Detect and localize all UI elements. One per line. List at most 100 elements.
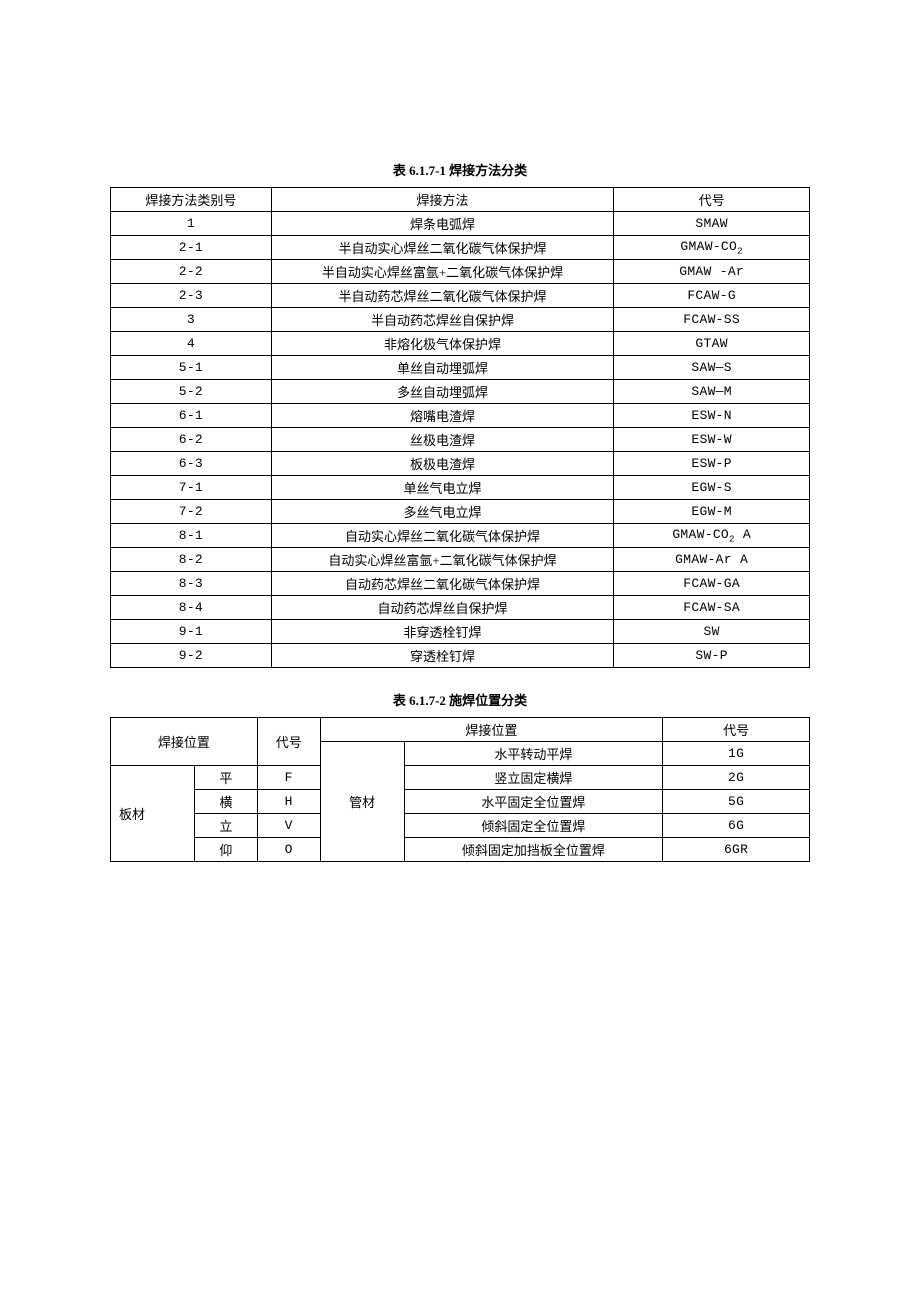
t1-method: 穿透栓钉焊	[271, 644, 614, 668]
table-row: 8-1自动实心焊丝二氧化碳气体保护焊GMAW-CO2 A	[111, 524, 810, 548]
t1-method: 非熔化极气体保护焊	[271, 332, 614, 356]
table2-title: 表 6.1.7-2 施焊位置分类	[110, 690, 810, 709]
table-welding-positions: 焊接位置 代号 焊接位置 代号 管材 水平转动平焊 1G 板材 平 F 竖立固定…	[110, 717, 810, 862]
table1-title: 表 6.1.7-1 焊接方法分类	[110, 160, 810, 179]
t2-l-pos: 仰	[194, 838, 257, 862]
t1-method: 多丝气电立焊	[271, 500, 614, 524]
t2-l-pos: 横	[194, 790, 257, 814]
table-row: 3半自动药芯焊丝自保护焊FCAW-SS	[111, 308, 810, 332]
t2-r-desc: 水平转动平焊	[404, 742, 663, 766]
t2-r-code: 1G	[663, 742, 810, 766]
t1-method: 自动药芯焊丝二氧化碳气体保护焊	[271, 572, 614, 596]
table-row: 6-1熔嘴电渣焊ESW-N	[111, 404, 810, 428]
table-row: 2-2半自动实心焊丝富氩+二氧化碳气体保护焊GMAW -Ar	[111, 260, 810, 284]
t2-h-leftpos: 焊接位置	[111, 718, 258, 766]
t2-l-pos: 立	[194, 814, 257, 838]
t1-code: GMAW-Ar A	[614, 548, 810, 572]
t1-code: SAW—M	[614, 380, 810, 404]
t2-r-desc: 倾斜固定全位置焊	[404, 814, 663, 838]
t1-code: GMAW-CO2 A	[614, 524, 810, 548]
t1-id: 7-2	[111, 500, 272, 524]
t1-method: 单丝气电立焊	[271, 476, 614, 500]
t1-id: 6-1	[111, 404, 272, 428]
table-row: 6-2丝极电渣焊ESW-W	[111, 428, 810, 452]
table-row: 1焊条电弧焊SMAW	[111, 212, 810, 236]
table-row: 板材 平 F 竖立固定横焊 2G	[111, 766, 810, 790]
t2-h-rightpos: 焊接位置	[320, 718, 663, 742]
table-row: 5-2多丝自动埋弧焊SAW—M	[111, 380, 810, 404]
table1-h3: 代号	[614, 188, 810, 212]
t1-method: 半自动药芯焊丝二氧化碳气体保护焊	[271, 284, 614, 308]
t1-code: SW	[614, 620, 810, 644]
t1-id: 2-3	[111, 284, 272, 308]
t1-method: 板极电渣焊	[271, 452, 614, 476]
t2-l-pos: 平	[194, 766, 257, 790]
t1-code: GTAW	[614, 332, 810, 356]
t1-id: 7-1	[111, 476, 272, 500]
t1-code: FCAW-GA	[614, 572, 810, 596]
t1-id: 5-1	[111, 356, 272, 380]
table-row: 4非熔化极气体保护焊GTAW	[111, 332, 810, 356]
t1-id: 5-2	[111, 380, 272, 404]
t1-method: 半自动实心焊丝二氧化碳气体保护焊	[271, 236, 614, 260]
t2-r-desc: 倾斜固定加挡板全位置焊	[404, 838, 663, 862]
table-row: 仰 O 倾斜固定加挡板全位置焊 6GR	[111, 838, 810, 862]
t2-r-code: 6G	[663, 814, 810, 838]
table-row: 5-1单丝自动埋弧焊SAW—S	[111, 356, 810, 380]
t2-r-desc: 水平固定全位置焊	[404, 790, 663, 814]
t1-method: 半自动实心焊丝富氩+二氧化碳气体保护焊	[271, 260, 614, 284]
t1-method: 多丝自动埋弧焊	[271, 380, 614, 404]
t1-code: ESW-W	[614, 428, 810, 452]
t1-id: 8-4	[111, 596, 272, 620]
t1-code: SMAW	[614, 212, 810, 236]
t1-code: SAW—S	[614, 356, 810, 380]
t1-method: 自动药芯焊丝自保护焊	[271, 596, 614, 620]
t1-method: 非穿透栓钉焊	[271, 620, 614, 644]
t1-code: GMAW-CO2	[614, 236, 810, 260]
t1-method: 丝极电渣焊	[271, 428, 614, 452]
t1-id: 4	[111, 332, 272, 356]
t1-method: 自动实心焊丝二氧化碳气体保护焊	[271, 524, 614, 548]
t1-id: 9-1	[111, 620, 272, 644]
t1-code: FCAW-SA	[614, 596, 810, 620]
t1-method: 焊条电弧焊	[271, 212, 614, 236]
t1-code: EGW-M	[614, 500, 810, 524]
t1-code: EGW-S	[614, 476, 810, 500]
table-row: 8-4自动药芯焊丝自保护焊FCAW-SA	[111, 596, 810, 620]
t1-code: FCAW-SS	[614, 308, 810, 332]
t2-h-rightcode: 代号	[663, 718, 810, 742]
t2-right-material: 管材	[320, 742, 404, 862]
t1-code: ESW-P	[614, 452, 810, 476]
table2-header-row: 焊接位置 代号 焊接位置 代号	[111, 718, 810, 742]
t2-l-code: F	[257, 766, 320, 790]
t2-l-code: H	[257, 790, 320, 814]
t2-r-code: 6GR	[663, 838, 810, 862]
t2-left-material: 板材	[111, 766, 195, 862]
t1-id: 6-2	[111, 428, 272, 452]
table-row: 立 V 倾斜固定全位置焊 6G	[111, 814, 810, 838]
t1-code: SW-P	[614, 644, 810, 668]
t2-l-code: V	[257, 814, 320, 838]
table-row: 8-2自动实心焊丝富氩+二氧化碳气体保护焊GMAW-Ar A	[111, 548, 810, 572]
table-welding-methods: 焊接方法类别号 焊接方法 代号 1焊条电弧焊SMAW2-1半自动实心焊丝二氧化碳…	[110, 187, 810, 668]
t1-id: 3	[111, 308, 272, 332]
table-row: 9-1非穿透栓钉焊SW	[111, 620, 810, 644]
table-row: 6-3板极电渣焊ESW-P	[111, 452, 810, 476]
t2-r-code: 2G	[663, 766, 810, 790]
table-row: 7-1单丝气电立焊EGW-S	[111, 476, 810, 500]
t1-method: 自动实心焊丝富氩+二氧化碳气体保护焊	[271, 548, 614, 572]
t1-method: 半自动药芯焊丝自保护焊	[271, 308, 614, 332]
t1-id: 2-2	[111, 260, 272, 284]
t1-id: 2-1	[111, 236, 272, 260]
table-row: 2-1半自动实心焊丝二氧化碳气体保护焊GMAW-CO2	[111, 236, 810, 260]
table1-header-row: 焊接方法类别号 焊接方法 代号	[111, 188, 810, 212]
t2-l-code: O	[257, 838, 320, 862]
t1-method: 熔嘴电渣焊	[271, 404, 614, 428]
t2-r-desc: 竖立固定横焊	[404, 766, 663, 790]
table1-h2: 焊接方法	[271, 188, 614, 212]
table-row: 7-2多丝气电立焊EGW-M	[111, 500, 810, 524]
table-row: 8-3自动药芯焊丝二氧化碳气体保护焊FCAW-GA	[111, 572, 810, 596]
t1-method: 单丝自动埋弧焊	[271, 356, 614, 380]
t1-id: 6-3	[111, 452, 272, 476]
t1-code: FCAW-G	[614, 284, 810, 308]
